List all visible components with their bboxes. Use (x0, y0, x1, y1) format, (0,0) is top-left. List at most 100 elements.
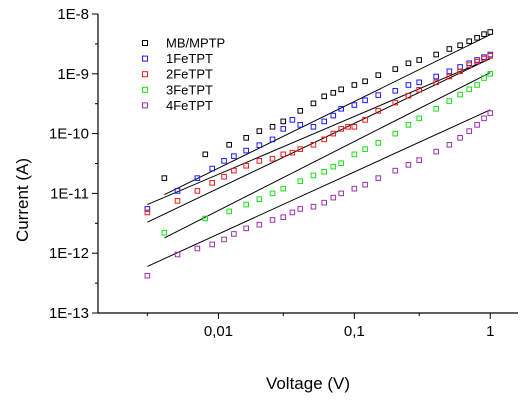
x-tick-label: 1 (486, 323, 494, 340)
data-point (466, 128, 473, 134)
data-point (243, 162, 249, 169)
data-point (243, 147, 249, 154)
data-point (481, 54, 487, 60)
data-point (269, 123, 276, 130)
y-tick-label: 1E-10 (49, 126, 89, 143)
data-point (375, 108, 382, 114)
data-point (433, 73, 439, 80)
data-point (433, 148, 439, 155)
data-point (221, 236, 227, 243)
data-point (231, 231, 237, 237)
data-point (202, 151, 209, 158)
data-point (392, 167, 399, 174)
data-point (338, 160, 344, 166)
data-point (297, 146, 304, 152)
data-point (457, 135, 463, 141)
data-point (243, 225, 249, 232)
data-point (362, 78, 368, 85)
legend-marker (142, 40, 148, 46)
data-point (321, 168, 327, 175)
data-point (466, 60, 473, 67)
data-point (416, 87, 422, 93)
data-point (375, 140, 382, 146)
data-point (310, 123, 317, 130)
data-point (405, 162, 412, 168)
data-point (194, 175, 201, 181)
data-point (256, 196, 263, 202)
data-point (310, 141, 317, 148)
data-point (269, 155, 276, 162)
data-point (362, 117, 368, 123)
data-point (174, 188, 181, 194)
data-point (321, 93, 327, 100)
legend-marker (142, 86, 148, 93)
data-point (330, 130, 337, 137)
series-points (144, 52, 494, 216)
data-point (330, 90, 337, 96)
data-point (487, 71, 494, 77)
data-point (269, 190, 276, 197)
fit-line (147, 58, 491, 206)
data-point (392, 87, 399, 94)
data-point (446, 98, 453, 104)
data-point (297, 122, 304, 128)
data-point (269, 217, 276, 223)
data-point (310, 100, 317, 107)
data-point (280, 214, 287, 220)
y-axis-title: Current (A) (13, 158, 32, 242)
data-point (330, 112, 337, 119)
data-point (446, 68, 453, 75)
y-tick-label: 1E-11 (50, 185, 89, 202)
data-point (280, 151, 287, 158)
data-point (362, 146, 368, 152)
data-point (433, 79, 439, 86)
fit-line (164, 72, 491, 239)
data-point (466, 38, 473, 45)
legend-marker (142, 55, 148, 62)
data-point (194, 188, 201, 194)
x-tick-label: 0,01 (204, 323, 233, 340)
data-point (481, 55, 487, 62)
data-point (416, 157, 422, 163)
y-tick-label: 1E-8 (57, 6, 89, 23)
data-point (161, 175, 168, 181)
data-point (297, 206, 304, 212)
data-point (243, 135, 249, 141)
data-point (321, 199, 327, 206)
series-points (161, 71, 494, 236)
data-point (351, 151, 358, 158)
data-point (231, 167, 237, 174)
data-points (144, 29, 494, 279)
data-point (487, 52, 494, 59)
data-point (474, 57, 480, 63)
data-point (226, 208, 232, 215)
data-point (174, 198, 181, 204)
data-point (226, 141, 232, 148)
data-point (466, 86, 473, 93)
data-point (310, 172, 317, 179)
data-point (446, 73, 453, 80)
data-point (362, 97, 368, 104)
data-point (321, 136, 327, 143)
data-point (481, 75, 487, 81)
legend-label: MB/MPTP (166, 36, 225, 51)
data-point (375, 72, 382, 78)
data-point (375, 175, 382, 181)
fit-line (147, 58, 491, 223)
y-tick-label: 1E-9 (57, 66, 89, 83)
data-point (231, 153, 237, 159)
data-point (362, 181, 368, 188)
data-point (487, 51, 494, 58)
data-point (446, 46, 453, 52)
fit-line (147, 109, 491, 267)
data-point (338, 190, 344, 197)
data-point (297, 108, 304, 114)
data-point (466, 62, 473, 68)
data-point (256, 158, 263, 164)
data-point (405, 82, 412, 88)
data-point (392, 130, 399, 137)
data-point (280, 185, 287, 192)
legend-marker (142, 102, 148, 109)
